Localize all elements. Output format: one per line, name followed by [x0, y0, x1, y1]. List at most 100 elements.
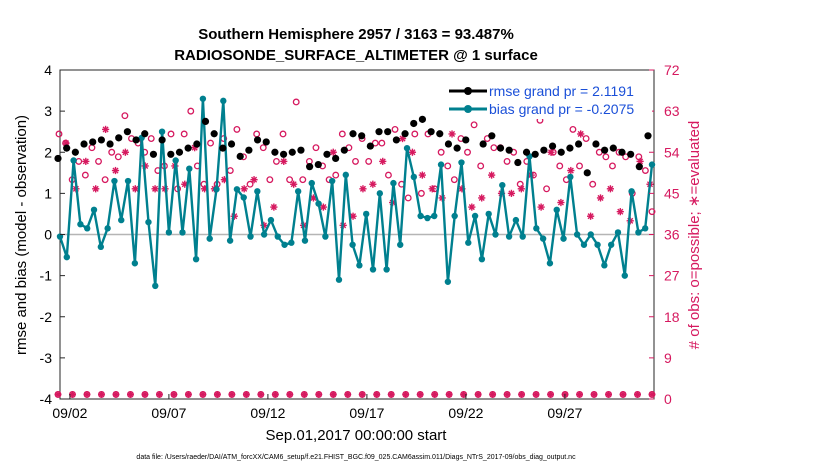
obs-bottom-evaluated-point: [213, 391, 221, 398]
obs-bottom-evaluated-point: [605, 391, 612, 398]
y-left-tick-label: 3: [44, 103, 52, 119]
chart-title: Southern Hemisphere 2957 / 3163 = 93.487…: [198, 26, 514, 43]
y-left-tick-label: -3: [40, 350, 53, 366]
rmse-point: [306, 163, 314, 171]
obs-bottom-evaluated-point: [518, 391, 526, 398]
obs-bottom-evaluated-point: [445, 391, 453, 398]
data-file-footer: data file: /Users/raeder/DAI/ATM_forcXX/…: [136, 454, 576, 461]
bias-point: [356, 262, 363, 269]
obs-bottom-evaluated-point: [532, 391, 540, 398]
rmse-point: [219, 144, 227, 152]
bias-point: [437, 161, 445, 168]
bias-point: [641, 225, 649, 232]
bias-point: [553, 206, 560, 214]
bias-point: [301, 237, 309, 244]
obs-evaluated-point: [379, 157, 387, 165]
obs-possible-point: [101, 176, 109, 184]
obs-possible-point: [378, 139, 386, 147]
rmse-point: [358, 132, 366, 140]
legend: rmse grand pr = 2.1191 bias grand pr = -…: [446, 77, 652, 119]
obs-possible-point: [95, 157, 102, 165]
rmse-point: [427, 128, 435, 136]
bias-point: [648, 161, 656, 168]
y-right-tick-label: 9: [664, 350, 672, 366]
bias-point: [233, 186, 241, 193]
bias-point: [383, 266, 390, 273]
obs-bottom-evaluated-point: [344, 391, 352, 398]
obs-possible-point: [444, 162, 452, 170]
obs-bottom-evaluated-point: [141, 391, 149, 398]
bias-series: [56, 95, 656, 290]
obs-possible-point: [569, 125, 577, 133]
obs-bottom-evaluated-point: [634, 391, 641, 398]
obs-evaluated-point: [577, 130, 585, 138]
obs-bottom-evaluated-point: [170, 391, 178, 398]
bias-point: [158, 128, 166, 135]
rmse-point: [340, 146, 348, 154]
obs-bottom-evaluated-point: [387, 391, 395, 398]
rmse-point: [210, 130, 218, 138]
y-right-tick-label: 63: [664, 103, 680, 119]
bias-point: [152, 282, 159, 290]
obs-bottom-evaluated-point: [373, 391, 381, 398]
obs-bottom-evaluated-point: [271, 391, 279, 398]
bias-point: [567, 173, 574, 181]
bias-point: [192, 255, 200, 263]
rmse-point: [392, 136, 400, 144]
rmse-point: [566, 144, 574, 152]
y-right-tick-label: 72: [664, 62, 680, 78]
bias-point: [63, 253, 71, 261]
obs-bottom-evaluated-point: [619, 391, 627, 398]
bias-point: [118, 216, 125, 224]
obs-possible-point: [609, 162, 616, 170]
bias-point: [247, 233, 254, 240]
obs-possible-point: [292, 98, 300, 106]
obs-evaluated-point: [280, 157, 288, 165]
obs-evaluated-point: [428, 185, 436, 193]
rmse-point: [635, 163, 643, 171]
obs-evaluated-point: [596, 194, 605, 202]
bias-point: [77, 221, 84, 228]
obs-possible-point: [167, 130, 175, 138]
bias-point: [240, 194, 247, 201]
bias-point: [281, 241, 288, 248]
axis-ticks: -4 -3 -2 -1 0 1 2 3 4 0 9 18 27 36 45 54 63 72 09/02 09/07 0…: [40, 62, 680, 421]
bias-point: [308, 179, 315, 187]
rmse-point: [115, 134, 123, 142]
rmse-point: [71, 148, 79, 156]
rmse-point: [488, 132, 496, 140]
obs-evaluated-point: [468, 203, 476, 211]
obs-possible-point: [266, 176, 274, 184]
rmse-point: [132, 136, 140, 144]
obs-bottom-evaluated-point: [184, 391, 192, 398]
bias-point: [315, 200, 322, 207]
rmse-point: [158, 136, 166, 144]
y-right-tick-label: 18: [664, 309, 680, 325]
bias-point: [349, 241, 356, 248]
bias-point: [471, 212, 479, 220]
y-left-tick-label: 4: [44, 62, 52, 78]
rmse-point: [332, 154, 340, 163]
obs-possible-point: [338, 130, 346, 138]
obs-evaluated-point: [478, 194, 486, 202]
rmse-point: [167, 150, 175, 158]
bias-point: [505, 233, 513, 240]
y-left-tick-label: 1: [44, 185, 52, 201]
bias-point: [328, 177, 336, 185]
y-left-tick-label: -1: [40, 268, 53, 284]
x-tick-label: 09/02: [52, 405, 87, 421]
rmse-point: [583, 169, 591, 177]
obs-evaluated-point: [240, 185, 248, 193]
obs-bottom-evaluated-point: [329, 391, 337, 398]
obs-possible-point: [464, 148, 471, 156]
obs-possible-point: [470, 121, 478, 129]
rmse-point: [323, 150, 331, 158]
obs-possible-point: [114, 153, 122, 161]
obs-evaluated-point: [359, 185, 367, 193]
rmse-point: [574, 140, 583, 148]
obs-possible-point: [180, 130, 188, 138]
obs-evaluated-point: [111, 166, 120, 175]
obs-possible-point: [207, 139, 214, 147]
y-axis-label-right: # of obs: o=possible; ∗=evaluated: [686, 121, 703, 350]
obs-evaluated-point: [151, 185, 159, 193]
